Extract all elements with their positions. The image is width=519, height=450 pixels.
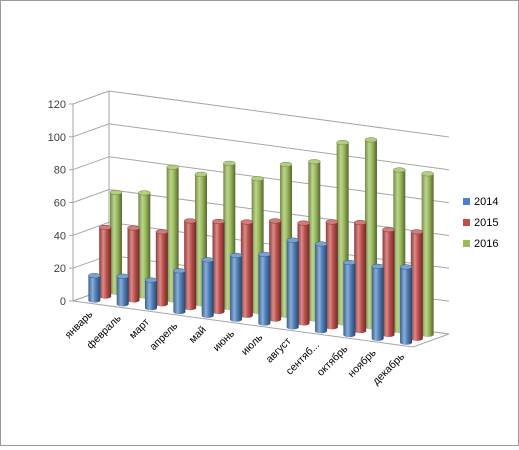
x-tick-label: май xyxy=(187,324,209,346)
bar-2014-11 xyxy=(371,263,384,341)
gridline xyxy=(72,156,450,204)
y-tick-label: 100 xyxy=(48,132,66,144)
bar-2014-3 xyxy=(144,277,158,311)
gridline xyxy=(72,123,450,171)
legend-label: 2016 xyxy=(474,238,498,250)
y-tick-label: 120 xyxy=(48,99,66,111)
gridline xyxy=(72,90,450,138)
bar-2015-4 xyxy=(183,218,197,311)
bar-2015-6 xyxy=(240,219,254,318)
bar-2014-7 xyxy=(258,251,271,326)
x-tick-label: апрель xyxy=(147,320,180,353)
bar-2014-9 xyxy=(314,241,328,334)
x-tick-label: август xyxy=(264,335,294,365)
bar-2015-8 xyxy=(297,220,310,326)
bar-2014-6 xyxy=(229,252,243,322)
x-tick-label: март xyxy=(127,316,152,341)
bar-2014-12 xyxy=(399,264,413,345)
plot-area xyxy=(88,137,434,345)
bar-2014-1 xyxy=(88,273,101,303)
y-tick-label: 60 xyxy=(54,198,66,210)
bar-2014-4 xyxy=(173,268,186,315)
bar-2014-10 xyxy=(343,260,356,338)
x-tick-label: июль xyxy=(239,331,266,358)
y-tick-label: 80 xyxy=(54,165,66,177)
y-tick-label: 20 xyxy=(54,263,66,275)
bar-2016-1 xyxy=(109,189,123,295)
bar-2016-12 xyxy=(421,171,434,337)
bar-2015-9 xyxy=(325,219,339,330)
legend: 2014 2015 2016 xyxy=(463,196,498,250)
y-tick-label: 40 xyxy=(54,230,66,242)
bar-2015-1 xyxy=(98,224,112,299)
bar-2015-7 xyxy=(268,218,282,322)
bar-2014-5 xyxy=(201,257,214,318)
legend-swatch-2014 xyxy=(463,198,470,205)
bar-2015-10 xyxy=(353,220,367,334)
legend-swatch-2016 xyxy=(463,240,470,247)
bar-2015-12 xyxy=(410,229,424,341)
bar-2014-8 xyxy=(286,237,299,330)
bar-2016-2 xyxy=(138,190,151,299)
x-tick-label: июнь xyxy=(211,327,238,354)
bar-2015-11 xyxy=(382,227,395,338)
bar-2015-3 xyxy=(155,229,169,307)
y-axis-ticks: 0 20 40 60 80 100 120 xyxy=(48,99,66,308)
legend-swatch-2015 xyxy=(463,219,470,226)
bar-2015-2 xyxy=(127,225,140,303)
y-tick-label: 0 xyxy=(60,296,66,308)
legend-label: 2014 xyxy=(474,196,498,208)
bar-2014-2 xyxy=(116,273,129,307)
legend-label: 2015 xyxy=(474,217,498,229)
bar-2015-5 xyxy=(212,218,225,315)
